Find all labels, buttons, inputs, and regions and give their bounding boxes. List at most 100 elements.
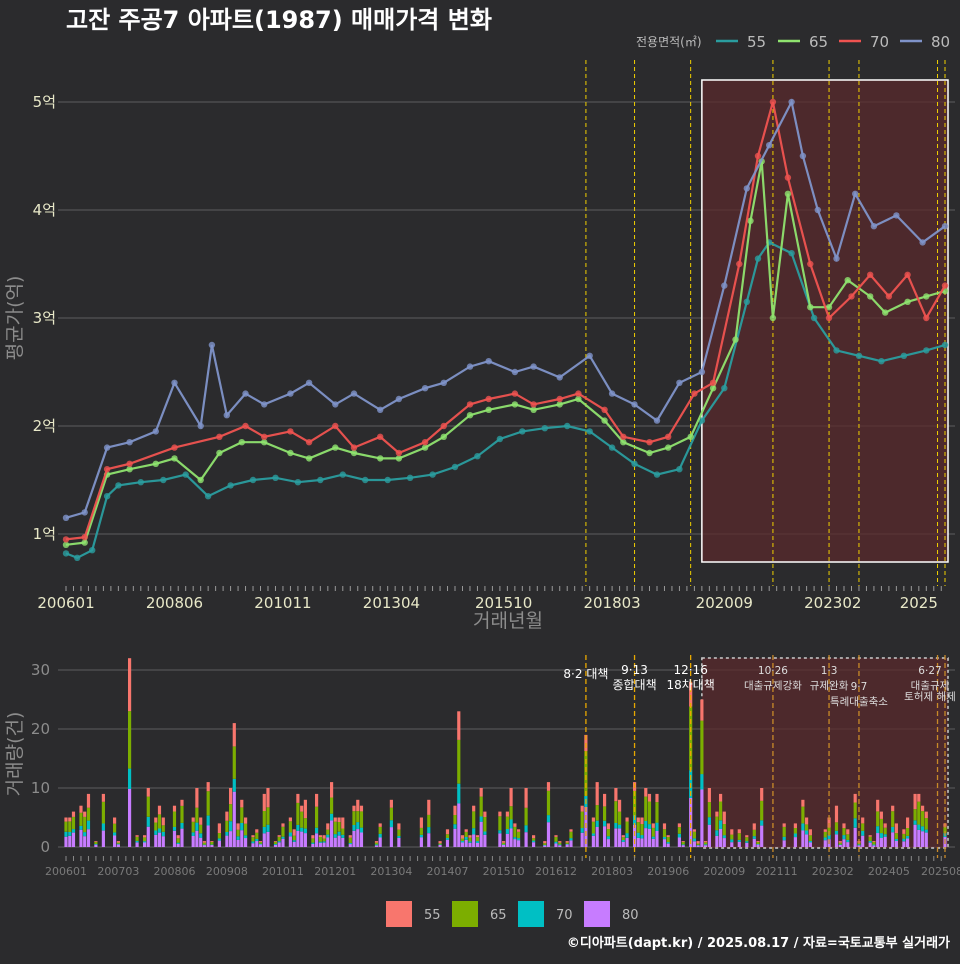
volume-bar-group: [502, 841, 506, 847]
volume-bar: [206, 825, 210, 847]
volume-bar: [240, 830, 244, 847]
volume-bar-group: [262, 793, 266, 847]
volume-bar: [330, 782, 334, 798]
volume-bar: [793, 828, 797, 834]
volume-bar-group: [868, 835, 872, 847]
volume-bar: [475, 837, 480, 842]
volume-bar-group: [172, 805, 177, 847]
volume-bar: [195, 822, 199, 831]
price-x-tick-label: 201304: [363, 594, 420, 612]
volume-bar: [143, 837, 147, 842]
volume-bar: [273, 841, 278, 844]
volume-bar: [846, 829, 850, 835]
volume-bar: [83, 836, 87, 847]
volume-bar: [906, 836, 910, 839]
volume-bar: [378, 826, 382, 834]
volume-bar: [681, 844, 685, 846]
volume-bar: [891, 832, 895, 847]
price-point-55: [653, 471, 661, 478]
volume-bar: [472, 828, 476, 835]
volume-bar: [445, 839, 450, 847]
volume-bar: [210, 844, 214, 845]
price-x-tick-label: 201011: [254, 594, 311, 612]
volume-bar: [236, 823, 240, 830]
price-point-70: [709, 379, 717, 386]
volume-bar: [348, 844, 352, 847]
volume-bar: [532, 840, 536, 843]
volume-bar: [251, 843, 255, 847]
bottom-legend-label-65: 65: [490, 908, 507, 923]
volume-bar: [704, 842, 708, 845]
volume-bar-group: [606, 823, 610, 847]
price-point-65: [784, 190, 792, 197]
volume-bar: [558, 842, 562, 845]
volume-bar: [517, 831, 521, 839]
volume-bar: [513, 826, 517, 838]
price-point-55: [698, 417, 706, 424]
volume-bar-group: [498, 811, 502, 847]
volume-bar-group: [64, 817, 68, 847]
price-point-65: [511, 401, 519, 408]
volume-bar: [696, 845, 700, 847]
volume-bar-group: [647, 793, 652, 847]
price-point-70: [575, 390, 582, 397]
volume-bar: [277, 841, 281, 843]
bottom-legend-swatch-55: [386, 901, 412, 927]
volume-bar: [311, 838, 315, 843]
volume-bar-group: [569, 829, 573, 847]
volume-bar: [86, 829, 91, 847]
volume-bar: [427, 799, 431, 815]
price-point-80: [377, 406, 384, 413]
volume-bar: [460, 838, 465, 841]
volume-bar: [902, 833, 906, 839]
volume-x-tick-label: 200601: [45, 865, 87, 878]
volume-bar-group: [745, 835, 749, 847]
volume-policy-label-line: 대출규제강화: [744, 680, 802, 692]
volume-bar: [427, 827, 431, 834]
volume-bar-group: [524, 788, 528, 847]
volume-bar: [341, 817, 345, 829]
top-legend: 전용면적(㎡) 55 65 70 80: [636, 33, 950, 51]
volume-bar: [805, 817, 809, 825]
price-point-70: [769, 98, 777, 106]
volume-bar: [857, 844, 861, 846]
volume-bar: [704, 841, 708, 843]
volume-bar-group: [322, 835, 326, 847]
volume-bar: [128, 711, 132, 769]
volume-bar-group: [692, 829, 696, 847]
volume-bar: [505, 829, 509, 834]
volume-bar-group: [326, 823, 330, 847]
volume-bar: [580, 828, 584, 833]
volume-bar: [79, 829, 83, 847]
volume-bar-group: [719, 793, 723, 847]
volume-bar-group: [333, 817, 337, 847]
volume-bar: [225, 811, 229, 821]
volume-bar: [161, 817, 165, 826]
volume-bar-group: [505, 811, 509, 847]
volume-bar: [715, 830, 719, 836]
price-point-55: [754, 255, 762, 262]
price-point-55: [317, 476, 324, 484]
volume-bar: [135, 835, 139, 837]
price-point-70: [530, 401, 537, 408]
legend-label-70: 70: [870, 33, 889, 51]
volume-bar-group: [68, 817, 72, 847]
volume-bar: [505, 816, 509, 829]
volume-bar: [79, 812, 83, 826]
volume-bar: [229, 804, 233, 822]
volume-bar: [326, 834, 330, 838]
price-point-80: [941, 223, 949, 230]
price-point-70: [216, 433, 223, 440]
volume-bar: [258, 844, 263, 847]
volume-bar: [296, 824, 300, 831]
volume-bar-group: [288, 817, 292, 847]
volume-bar: [647, 829, 652, 847]
volume-bar: [502, 841, 506, 843]
volume-bar-group: [71, 811, 76, 847]
volume-bar: [745, 841, 749, 843]
price-point-55: [721, 385, 728, 392]
volume-bar: [258, 843, 263, 845]
volume-bar: [591, 833, 595, 836]
volume-bar: [502, 844, 506, 845]
volume-bar: [921, 805, 925, 812]
